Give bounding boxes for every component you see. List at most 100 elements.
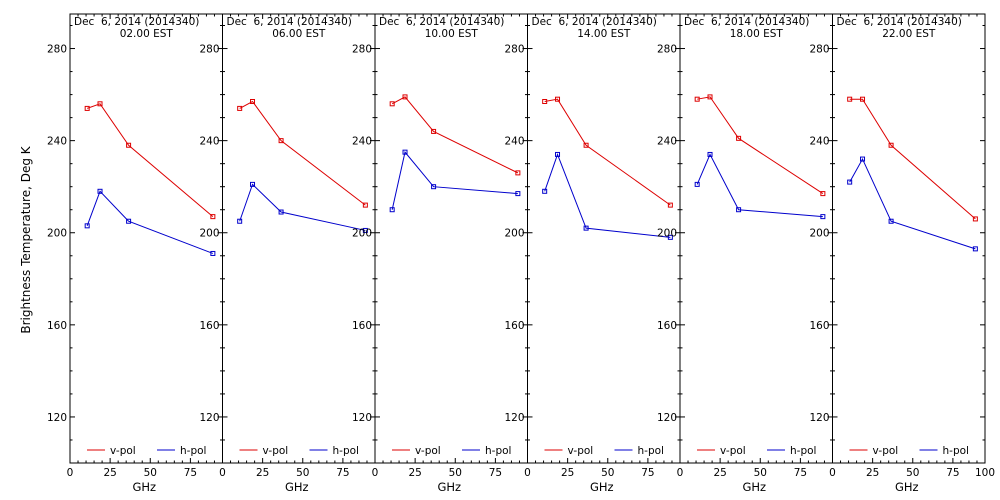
legend-label-v-pol: v-pol <box>263 445 289 457</box>
data-point-h-pol <box>97 188 103 194</box>
data-point-h-pol <box>362 227 368 233</box>
y-tick-label: 240 <box>504 136 524 148</box>
series-line-v-pol <box>391 96 519 174</box>
data-point-h-pol <box>860 156 866 162</box>
data-point-v-pol <box>84 105 90 111</box>
data-point-v-pol <box>389 101 395 107</box>
panel-date: Dec 6, 2014 (2014340) <box>227 16 352 28</box>
y-tick-label: 280 <box>352 44 372 56</box>
y-tick-label: 240 <box>352 136 372 148</box>
y-tick-label: 200 <box>504 228 524 240</box>
series-line-h-pol <box>849 157 976 250</box>
data-point-v-pol <box>515 170 521 176</box>
data-point-v-pol <box>126 142 132 148</box>
series-line-h-pol <box>391 151 518 210</box>
legend-label-v-pol: v-pol <box>720 445 746 457</box>
series-line-v-pol <box>697 96 824 195</box>
y-tick-label: 160 <box>504 320 524 332</box>
y-tick-label: 280 <box>504 44 524 56</box>
data-point-v-pol <box>542 98 548 104</box>
y-tick-label: 240 <box>809 136 829 148</box>
panel-time: 14.00 EST <box>577 28 631 40</box>
panel-5: Dec 6, 2014 (2014340)18.00 EST 120 160 200 2… <box>657 13 833 494</box>
panel-date: Dec 6, 2014 (2014340) <box>837 16 962 28</box>
x-tick-label: 75 <box>946 467 959 479</box>
legend-label-v-pol: v-pol <box>873 445 899 457</box>
y-tick-label: 200 <box>199 228 219 240</box>
panel-date: Dec 6, 2014 (2014340) <box>74 16 199 28</box>
data-point-v-pol <box>555 96 561 102</box>
data-point-v-pol <box>888 142 894 148</box>
x-tick-label: 75 <box>794 467 807 479</box>
x-tick-label: 75 <box>184 467 197 479</box>
x-tick-label: 50 <box>296 467 309 479</box>
series-line-v-pol <box>87 103 214 218</box>
data-point-h-pol <box>972 246 978 252</box>
y-tick-label: 120 <box>47 412 67 424</box>
x-axis-label: GHz <box>895 480 919 494</box>
data-point-h-pol <box>667 234 673 240</box>
panel-time: 02.00 EST <box>120 28 174 40</box>
y-tick-label: 280 <box>809 44 829 56</box>
legend-label-h-pol: h-pol <box>333 445 359 457</box>
data-point-h-pol <box>431 184 437 190</box>
panels: Dec 6, 2014 (2014340)02.00 EST1201602002… <box>47 13 995 494</box>
legend-label-v-pol: v-pol <box>110 445 136 457</box>
data-point-h-pol <box>736 207 742 213</box>
data-point-v-pol <box>97 101 103 107</box>
data-point-v-pol <box>402 94 408 100</box>
data-point-h-pol <box>707 151 713 157</box>
data-point-h-pol <box>694 181 700 187</box>
data-point-h-pol <box>84 223 90 229</box>
panel-2: Dec 6, 2014 (2014340)06.00 EST 120 160 200 2… <box>199 13 376 494</box>
series-line-v-pol <box>239 100 366 206</box>
data-point-v-pol <box>667 202 673 208</box>
panel-date: Dec 6, 2014 (2014340) <box>684 16 809 28</box>
y-tick-label: 240 <box>47 136 67 148</box>
x-tick-label: 0 <box>219 467 226 479</box>
data-point-v-pol <box>820 191 826 197</box>
data-point-h-pol <box>278 209 284 215</box>
series-line-h-pol <box>696 153 823 218</box>
data-point-h-pol <box>888 218 894 224</box>
legend-label-h-pol: h-pol <box>180 445 206 457</box>
y-tick-label: 240 <box>657 136 677 148</box>
x-axis-label: GHz <box>437 480 461 494</box>
panel-date: Dec 6, 2014 (2014340) <box>532 16 657 28</box>
x-axis-label: GHz <box>132 480 156 494</box>
data-point-h-pol <box>820 214 826 220</box>
y-tick-label: 200 <box>809 228 829 240</box>
y-tick-label: 120 <box>504 412 524 424</box>
y-tick-label: 200 <box>352 228 372 240</box>
x-tick-label: 25 <box>408 467 421 479</box>
data-point-v-pol <box>736 135 742 141</box>
data-point-v-pol <box>210 214 216 220</box>
data-point-v-pol <box>278 138 284 144</box>
x-tick-label: 0 <box>372 467 379 479</box>
panel-frame <box>832 13 986 464</box>
data-point-h-pol <box>210 250 216 256</box>
data-point-v-pol <box>250 98 256 104</box>
y-tick-label: 120 <box>657 412 677 424</box>
series-line-h-pol <box>86 190 214 254</box>
x-tick-label: 75 <box>489 467 502 479</box>
y-tick-label: 200 <box>657 228 677 240</box>
series-line-v-pol <box>849 98 976 220</box>
y-tick-label: 160 <box>47 320 67 332</box>
x-tick-label: 50 <box>449 467 462 479</box>
data-point-h-pol <box>237 218 243 224</box>
data-point-v-pol <box>847 96 853 102</box>
data-point-h-pol <box>847 179 853 185</box>
panel-time: 06.00 EST <box>272 28 326 40</box>
y-tick-label: 120 <box>199 412 219 424</box>
panel-3: Dec 6, 2014 (2014340)10.00 EST 120 160 200 2… <box>352 13 528 494</box>
panel-time: 10.00 EST <box>425 28 479 40</box>
y-tick-label: 160 <box>809 320 829 332</box>
data-point-v-pol <box>707 94 713 100</box>
x-axis-label: GHz <box>285 480 309 494</box>
data-point-v-pol <box>237 105 243 111</box>
x-axis-label: GHz <box>742 480 766 494</box>
x-tick-label: 0 <box>524 467 531 479</box>
y-tick-label: 200 <box>47 228 67 240</box>
